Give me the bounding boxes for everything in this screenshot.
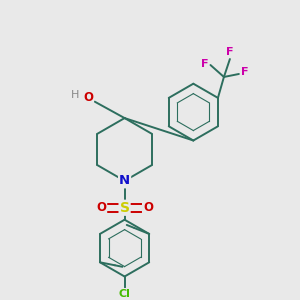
Text: O: O <box>83 91 93 104</box>
Text: O: O <box>143 201 153 214</box>
Text: S: S <box>120 201 130 215</box>
Text: F: F <box>241 68 249 77</box>
Text: H: H <box>70 90 79 100</box>
Text: N: N <box>119 174 130 188</box>
Text: F: F <box>226 46 234 57</box>
Text: O: O <box>96 201 106 214</box>
Text: F: F <box>201 58 208 68</box>
Text: Cl: Cl <box>119 289 130 299</box>
